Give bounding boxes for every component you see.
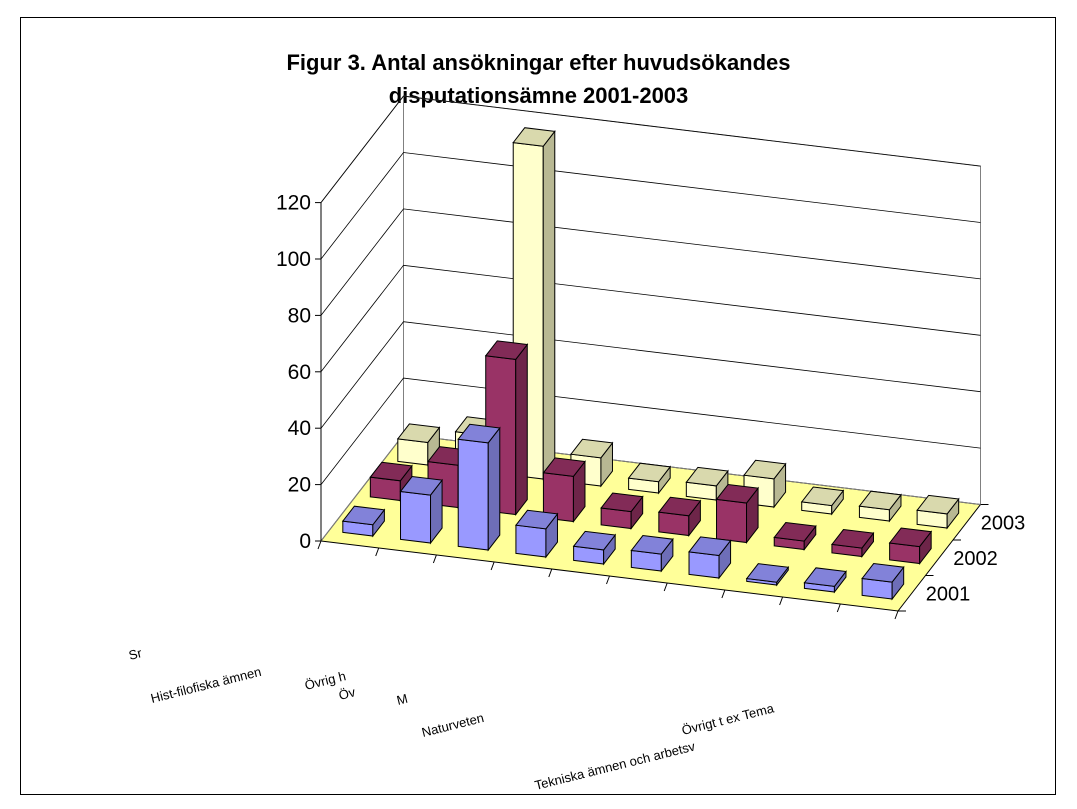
bar-2002 <box>830 528 875 558</box>
x-category-label: Öv <box>337 684 357 703</box>
x-category-label: Tekniska ämnen och arbetsv <box>533 738 697 793</box>
bar-2002 <box>542 457 586 523</box>
gridline <box>320 321 981 429</box>
y-tick-label: 100 <box>276 248 311 271</box>
bar-2001 <box>514 509 559 559</box>
series-label-2003: 2003 <box>981 512 1026 534</box>
bar-front <box>397 438 429 466</box>
bar-top <box>800 486 845 507</box>
bar-top <box>745 563 790 583</box>
bar-top <box>688 536 732 556</box>
bar-front <box>457 438 489 551</box>
bar-2003 <box>858 490 902 523</box>
bar-2003 <box>627 462 672 495</box>
y-tick-label: 40 <box>288 417 311 440</box>
bar-2002 <box>888 527 933 565</box>
x-tick-mark <box>375 547 380 557</box>
y-tick-label: 60 <box>288 361 311 384</box>
bar-top <box>685 466 729 487</box>
y-tick-label: 120 <box>276 192 311 215</box>
bar-top <box>743 459 787 480</box>
gridline <box>320 95 981 203</box>
y-tick-label: 20 <box>288 474 311 497</box>
x-tick-mark <box>663 582 668 592</box>
bar-top <box>861 563 905 583</box>
chart-title: Figur 3. Antal ansökningar efter huvudsö… <box>0 46 1077 112</box>
bar-top <box>858 490 902 511</box>
bar-side <box>542 129 556 481</box>
x-tick-mark <box>894 610 899 620</box>
bar-top <box>341 505 386 526</box>
bar-top <box>396 423 441 443</box>
bar-side <box>515 343 528 516</box>
bar-top <box>369 461 413 482</box>
y-tick-label: 80 <box>288 304 311 327</box>
bar-front <box>688 551 720 579</box>
bar-front <box>400 490 432 544</box>
bar-2003 <box>396 423 441 467</box>
bar-top <box>600 492 644 513</box>
x-tick-mark <box>606 575 610 585</box>
bar-top <box>514 509 559 530</box>
bar-top <box>512 127 556 147</box>
x-category-label: Hist-filofiska ämnen <box>149 664 263 706</box>
bar-top <box>630 535 674 555</box>
x-category-label: Övrigt t ex Tema <box>680 700 776 738</box>
bar-front <box>515 524 547 558</box>
bar-top <box>830 528 875 549</box>
x-tick-mark <box>721 589 726 599</box>
bar-2001 <box>861 563 905 601</box>
bar-2003 <box>685 466 729 502</box>
bar-2001 <box>803 567 847 594</box>
bar-top <box>572 530 617 551</box>
gridline <box>320 264 981 373</box>
bar-side <box>487 426 501 552</box>
x-tick-mark <box>548 568 553 578</box>
x-tick-mark <box>779 596 784 606</box>
gridline <box>320 208 981 316</box>
bar-top <box>803 567 847 587</box>
bar-top <box>542 457 586 477</box>
bar-2002 <box>773 521 817 551</box>
bar-2001 <box>572 530 617 566</box>
x-category-label: Sr <box>127 645 144 663</box>
gridline <box>320 152 981 260</box>
bar-top <box>773 521 817 542</box>
bar-top <box>715 483 760 504</box>
bar-top <box>627 462 672 483</box>
x-tick-mark <box>836 603 841 613</box>
bar-top <box>569 438 614 459</box>
bar-2002 <box>657 496 702 537</box>
chart-title-line-2: disputationsämne 2001-2003 <box>388 83 689 108</box>
bar-top <box>457 423 501 444</box>
bar-2003 <box>916 494 960 530</box>
bar-2003 <box>800 486 845 516</box>
bar-top <box>399 476 444 496</box>
bar-top <box>657 496 702 517</box>
bar-2001 <box>457 423 501 552</box>
x-tick-mark <box>432 554 437 564</box>
bar-2002 <box>600 492 644 530</box>
bar-top <box>888 527 933 548</box>
bar-2002 <box>715 483 760 544</box>
bar-top <box>916 494 960 515</box>
x-category-label: Naturveten <box>420 710 485 740</box>
bar-2002 <box>369 461 413 502</box>
bar-2001 <box>630 535 674 573</box>
bar-2001 <box>341 505 386 538</box>
bar-2001 <box>745 563 790 587</box>
bar-top <box>484 340 529 360</box>
x-category-label: M <box>395 691 409 708</box>
x-tick-mark <box>317 540 322 550</box>
gridline <box>320 377 981 485</box>
x-tick-mark <box>490 561 495 571</box>
series-label-2002: 2002 <box>953 548 998 570</box>
bar-2001 <box>688 536 732 580</box>
series-label-2001: 2001 <box>926 583 971 605</box>
y-tick-label: 0 <box>299 530 311 553</box>
bar-2001 <box>399 476 444 545</box>
chart-title-line-1: Figur 3. Antal ansökningar efter huvudsö… <box>286 50 791 75</box>
bar-front <box>716 498 748 544</box>
